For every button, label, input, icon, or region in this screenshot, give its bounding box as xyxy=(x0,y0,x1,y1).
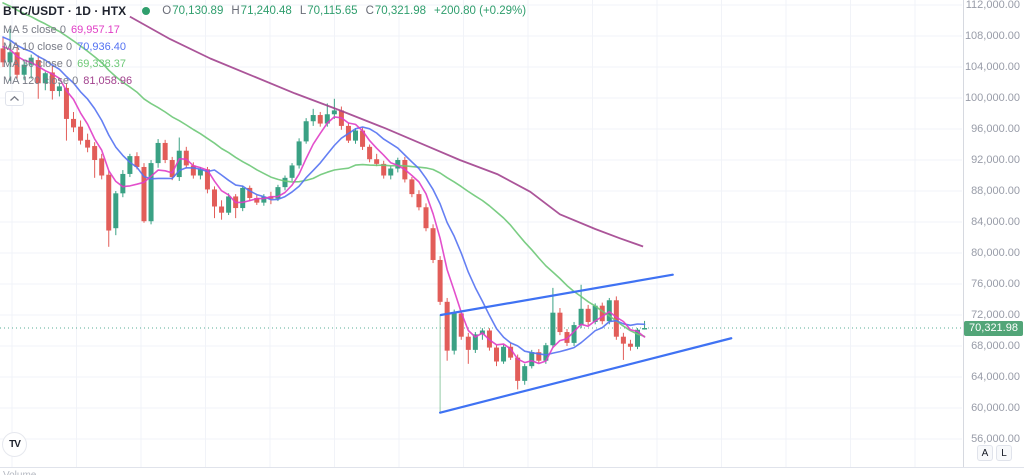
ohlc-values: O70,130.89 H71,240.48 L70,115.65 C70,321… xyxy=(162,5,426,17)
tradingview-logo[interactable]: TV xyxy=(2,432,27,457)
symbol-title[interactable]: BTC/USDT · 1D · HTX xyxy=(3,4,127,18)
auto-scale-button[interactable]: A xyxy=(977,445,993,461)
price-axis-label: 76,000.00 xyxy=(971,278,1020,290)
price-axis[interactable]: 112,000.00 108,000.00 104,000.00 100,000.00… xyxy=(963,0,1024,467)
price-axis-label: 56,000.00 xyxy=(971,433,1020,445)
price-axis-label: 92,000.00 xyxy=(971,154,1020,166)
price-axis-label: 100,000.00 xyxy=(964,92,1020,104)
ma120-legend-row[interactable]: MA 120 close 0 81,058.96 xyxy=(3,75,133,87)
high-value: H71,240.48 xyxy=(231,5,292,17)
indicator-legend: MA 5 close 0 69,957.17 MA 10 close 0 70,93… xyxy=(3,22,132,90)
market-status-icon xyxy=(142,7,151,15)
price-axis-label: 104,000.00 xyxy=(964,61,1020,73)
open-value: O70,130.89 xyxy=(162,5,224,17)
ma10-legend-row[interactable]: MA 10 close 0 70,936.40 xyxy=(3,41,127,53)
chevron-up-icon xyxy=(10,96,19,101)
low-value: L70,115.65 xyxy=(299,5,358,17)
ma120-value: 81,058.96 xyxy=(83,75,133,87)
last-price-label: 70,321.98 xyxy=(964,320,1023,336)
ma30-legend-row[interactable]: MA 30 close 0 69,338.37 xyxy=(3,58,127,70)
price-axis-label: 84,000.00 xyxy=(971,216,1020,228)
log-scale-button[interactable]: L xyxy=(996,445,1012,461)
price-axis-label: 60,000.00 xyxy=(971,402,1020,414)
price-axis-label: 80,000.00 xyxy=(971,247,1020,259)
close-value: C70,321.98 xyxy=(365,5,427,17)
volume-indicator-label: Volume xyxy=(3,470,36,475)
ma5-legend-row[interactable]: MA 5 close 0 69,957.17 xyxy=(3,24,120,36)
price-axis-label: 96,000.00 xyxy=(971,123,1020,135)
collapse-pane-button[interactable] xyxy=(5,91,24,106)
ma5-value: 69,957.17 xyxy=(70,24,120,36)
ma30-value: 69,338.37 xyxy=(77,58,127,70)
price-axis-label: 88,000.00 xyxy=(971,185,1020,197)
price-axis-label: 64,000.00 xyxy=(971,371,1020,383)
price-axis-label: 108,000.00 xyxy=(964,30,1020,42)
ma10-value: 70,936.40 xyxy=(77,41,127,53)
axis-mode-buttons: A L xyxy=(977,445,1012,461)
time-axis-separator xyxy=(0,467,1024,468)
price-axis-label: 112,000.00 xyxy=(965,0,1020,11)
chart-header: BTC/USDT · 1D · HTX O70,130.89 H71,240.4… xyxy=(3,4,526,18)
price-change: +200.80 (+0.29%) xyxy=(434,5,527,17)
price-axis-label: 68,000.00 xyxy=(971,340,1020,352)
price-axis-label: 72,000.00 xyxy=(971,309,1020,321)
